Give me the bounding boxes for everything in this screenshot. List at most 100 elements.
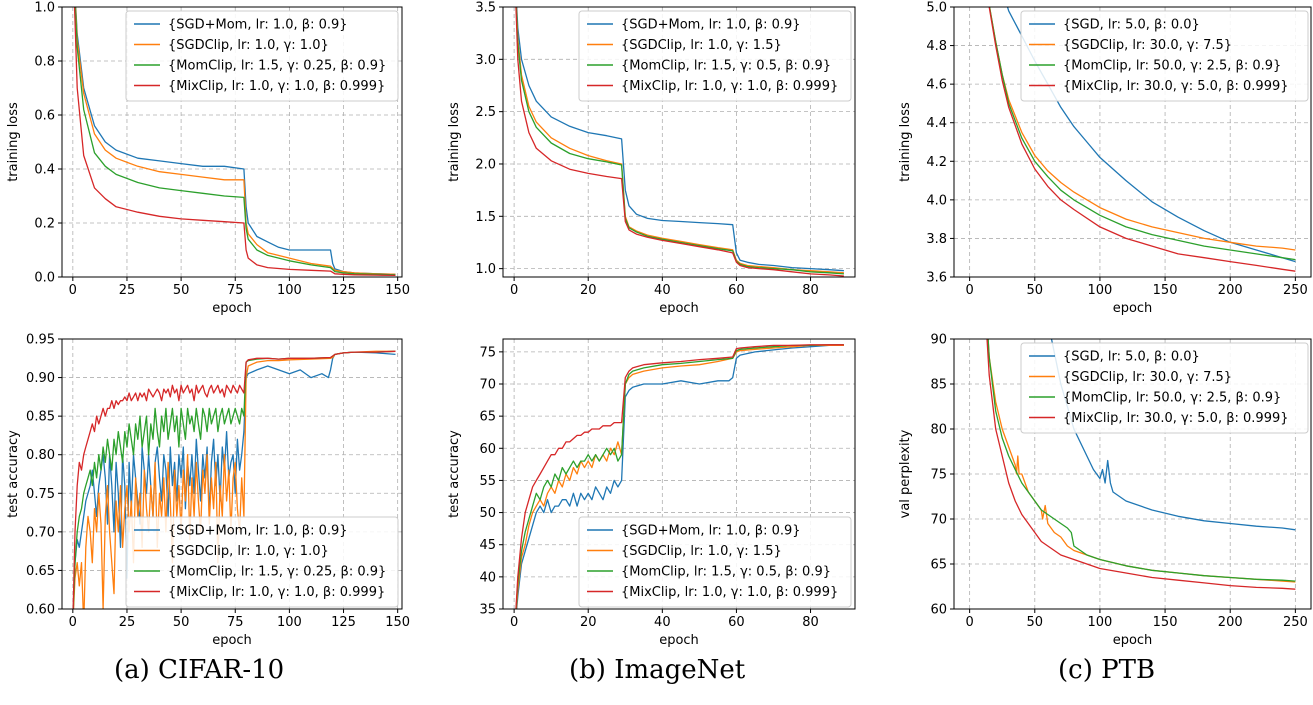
series-line-2 [515, 7, 844, 274]
y-tick-label: 3.5 [475, 1, 496, 16]
x-tick-label: 100 [1088, 283, 1113, 298]
legend-label: {MomClip, lr: 1.5, γ: 0.5, β: 0.9} [621, 59, 831, 74]
y-axis-label: test accuracy [6, 430, 21, 518]
chart-ptb-train: 0 50 100 150 200 250 3.6 3.8 4.0 4.2 4.4 4.6 4.8 5.0 e… [898, 1, 1312, 316]
legend-label: {SGDClip, lr: 30.0, γ: 7.5} [1063, 370, 1232, 385]
x-tick-label: 100 [277, 283, 302, 298]
plot-frame [61, 6, 403, 278]
y-tick-label: 40 [479, 570, 496, 585]
caption-imagenet: (b) ImageNet [569, 655, 746, 685]
x-tick-label: 50 [173, 615, 190, 630]
series-line-4 [515, 7, 844, 277]
y-tick-label: 0.0 [34, 271, 55, 286]
legend: {SGD, lr: 5.0, β: 0.0} {SGDClip, lr: 30.0… [1020, 342, 1309, 434]
legend-label: {SGD, lr: 5.0, β: 0.0} [1063, 18, 1200, 33]
legend-label: {MomClip, lr: 1.5, γ: 0.25, β: 0.9} [168, 565, 386, 580]
y-tick-label: 2.0 [475, 157, 496, 172]
y-tick-label: 1.5 [475, 210, 496, 225]
x-tick-label: 0 [510, 283, 518, 298]
legend-label: {SGD+Mom, lr: 1.0, β: 0.9} [621, 524, 801, 539]
series-line-4 [986, 339, 1296, 590]
chart-imagenet-train: 0 20 40 60 80 1.0 1.5 2.0 2.5 3.0 3.5 epoch training… [447, 1, 856, 316]
y-tick-label: 60 [930, 603, 947, 618]
legend-label: {SGD+Mom, lr: 1.0, β: 0.9} [168, 524, 348, 539]
x-tick-label: 40 [654, 615, 671, 630]
caption-cifar10: (a) CIFAR-10 [114, 655, 285, 685]
series-line-4 [73, 7, 396, 277]
y-tick-label: 65 [479, 410, 496, 425]
y-tick-label: 0.65 [26, 564, 55, 579]
series-line-1 [516, 344, 844, 609]
caption-ptb: (c) PTB [1058, 655, 1156, 685]
x-tick-label: 100 [1088, 615, 1113, 630]
plot-frame [502, 6, 856, 278]
y-tick-label: 4.6 [926, 78, 947, 93]
series-line-3 [988, 7, 1296, 261]
legend-box [1020, 10, 1309, 102]
legend-label: {MixClip, lr: 1.0, γ: 1.0, β: 0.999} [168, 79, 385, 94]
x-axis-label: epoch [212, 633, 252, 648]
y-tick-label: 90 [930, 333, 947, 348]
x-tick-label: 80 [802, 283, 819, 298]
x-axis-label: epoch [659, 301, 699, 316]
x-tick-label: 50 [1027, 283, 1044, 298]
legend-label: {SGDClip, lr: 1.0, γ: 1.0} [168, 38, 329, 53]
y-tick-label: 1.0 [34, 1, 55, 16]
y-tick-label: 5.0 [926, 1, 947, 16]
x-tick-label: 200 [1218, 615, 1243, 630]
y-tick-label: 0.75 [26, 487, 55, 502]
y-tick-label: 70 [930, 513, 947, 528]
legend-label: {MomClip, lr: 1.5, γ: 0.5, β: 0.9} [621, 565, 831, 580]
series-line-4 [988, 7, 1296, 272]
chart-cifar-test: 0 25 50 75 100 125 150 0.60 0.65 0.70 0.75 0.80 0.85… [6, 333, 410, 649]
series-line-3 [72, 350, 396, 609]
y-axis-label: training loss [6, 102, 21, 182]
x-tick-label: 60 [728, 615, 745, 630]
y-tick-label: 0.60 [26, 603, 55, 618]
y-tick-label: 1.0 [475, 262, 496, 277]
y-tick-label: 3.0 [475, 53, 496, 68]
y-tick-label: 0.95 [26, 333, 55, 348]
y-tick-label: 0.6 [34, 109, 55, 124]
y-axis-label: val perplexity [898, 429, 913, 518]
series-line-2 [72, 350, 396, 609]
chart-cifar-train: 0 25 50 75 100 125 150 0.0 0.2 0.4 0.6 0.8 1.0 epoch t… [6, 1, 410, 317]
x-axis-label: epoch [212, 301, 252, 316]
x-tick-label: 75 [227, 283, 244, 298]
x-tick-label: 25 [119, 283, 136, 298]
y-tick-label: 0.4 [34, 163, 55, 178]
x-tick-label: 200 [1218, 283, 1243, 298]
series-line-3 [515, 7, 844, 275]
legend-box [125, 10, 399, 102]
legend: {SGD+Mom, lr: 1.0, β: 0.9} {SGDClip, lr: … [578, 10, 852, 102]
chart-imagenet-test: 0 20 40 60 80 35 40 45 50 55 60 65 70 75 epoch test acc… [447, 338, 856, 648]
y-tick-label: 35 [479, 603, 496, 618]
chart-ptb-test: 0 50 100 150 200 250 60 65 70 75 80 85 90 epoch val pe… [898, 333, 1312, 648]
legend-label: {MomClip, lr: 50.0, γ: 2.5, β: 0.9} [1063, 391, 1281, 406]
x-tick-label: 0 [965, 615, 973, 630]
x-tick-label: 150 [385, 615, 410, 630]
legend: {SGD+Mom, lr: 1.0, β: 0.9} {SGDClip, lr: … [125, 10, 399, 102]
legend-box [578, 516, 852, 608]
legend-box [1020, 342, 1309, 434]
legend-label: {MixClip, lr: 30.0, γ: 5.0, β: 0.999} [1063, 411, 1289, 426]
legend-label: {SGD+Mom, lr: 1.0, β: 0.9} [621, 18, 801, 33]
x-tick-label: 20 [580, 283, 597, 298]
series-line-4 [515, 344, 844, 609]
legend: {SGD, lr: 5.0, β: 0.0} {SGDClip, lr: 30.0… [1020, 10, 1309, 102]
y-tick-label: 4.2 [926, 155, 947, 170]
y-tick-label: 75 [930, 468, 947, 483]
y-axis-label: training loss [447, 102, 462, 182]
y-tick-label: 4.0 [926, 193, 947, 208]
y-tick-label: 0.85 [26, 410, 55, 425]
y-tick-label: 60 [479, 442, 496, 457]
series-line-4 [72, 350, 396, 609]
x-axis-label: epoch [659, 633, 699, 648]
y-tick-label: 4.8 [926, 39, 947, 54]
legend-label: {MomClip, lr: 50.0, γ: 2.5, β: 0.9} [1063, 59, 1281, 74]
x-tick-label: 0 [69, 615, 77, 630]
legend-label: {SGDClip, lr: 1.0, γ: 1.5} [621, 544, 782, 559]
legend-label: {MixClip, lr: 30.0, γ: 5.0, β: 0.999} [1063, 79, 1289, 94]
plot-frame [502, 338, 856, 610]
